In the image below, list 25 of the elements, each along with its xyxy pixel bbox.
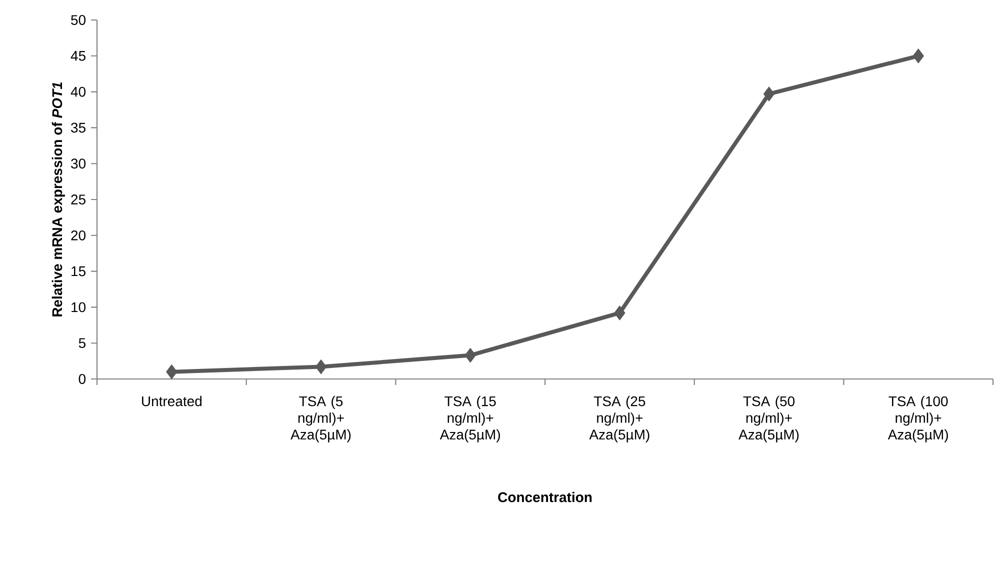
- y-tick-label: 40: [70, 86, 86, 97]
- y-tick-label: 45: [70, 51, 86, 61]
- x-tick-label: TSA (5 ng/ml)+ Aza(5µM): [290, 396, 351, 442]
- x-tick-label: TSA (50 ng/ml)+ Aza(5µM): [738, 396, 799, 442]
- point: [315, 359, 327, 374]
- y-tick-label: 25: [71, 194, 86, 204]
- y-tick-label: 5: [78, 338, 86, 348]
- y-tick-label: 20: [71, 230, 86, 240]
- y-axis-title: Relative mRNA expression of POT1: [52, 82, 65, 316]
- point: [166, 364, 178, 380]
- x-tick-label: TSA (100 ng/ml)+ Aza(5µM): [888, 396, 948, 442]
- y-tick-label: 15: [72, 266, 86, 276]
- x-tick-label: TSA (25 ng/ml)+ Aza(5µM): [589, 396, 650, 442]
- y-tick-label: 30: [71, 158, 86, 169]
- y-tick-label: 35: [71, 122, 86, 133]
- x-axis-title: Concentration: [498, 492, 592, 502]
- y-tick-label: 50: [71, 15, 86, 25]
- x-tick-label: TSA (15 ng/ml)+ Aza(5µM): [440, 396, 500, 442]
- point: [614, 306, 626, 320]
- point: [912, 48, 924, 64]
- x-tick-label: Untreated: [142, 396, 202, 406]
- y-tick-label: 0: [78, 374, 86, 384]
- point: [763, 86, 775, 102]
- point: [464, 348, 476, 363]
- y-tick-label: 10: [72, 302, 86, 312]
